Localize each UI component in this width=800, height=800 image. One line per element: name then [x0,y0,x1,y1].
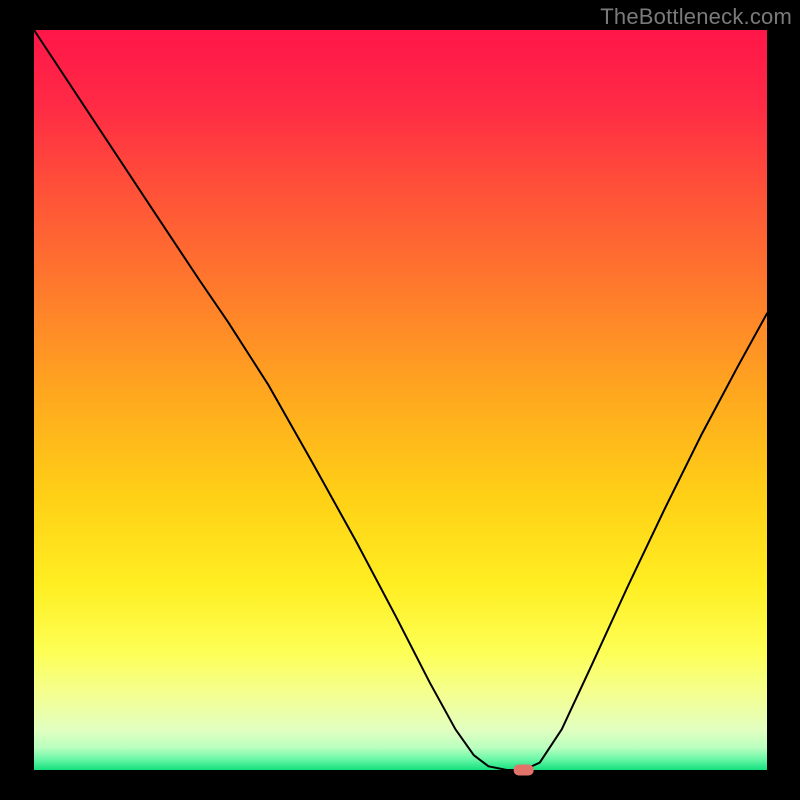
gradient-background [34,30,767,770]
chart-svg [0,0,800,800]
watermark-text: TheBottleneck.com [600,4,792,30]
chart-stage: TheBottleneck.com [0,0,800,800]
optimum-marker [514,765,534,776]
